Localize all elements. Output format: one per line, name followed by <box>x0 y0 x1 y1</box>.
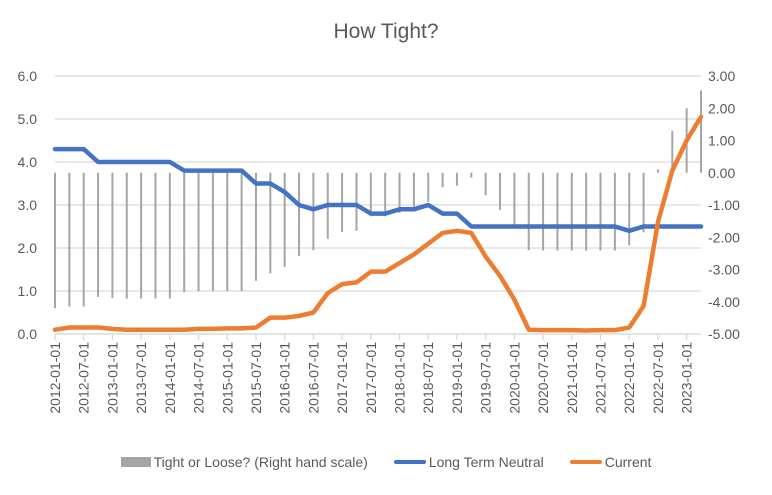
bar-tight-or-loose <box>125 172 128 299</box>
legend-label: Long Term Neutral <box>428 454 544 470</box>
bar-tight-or-loose <box>585 172 588 251</box>
x-tick-label: 2019-01-01 <box>449 342 465 414</box>
bar-tight-or-loose <box>700 90 702 173</box>
y-right-tick-label: -4.00 <box>708 294 740 310</box>
y-left-tick-label: 1.0 <box>18 283 38 299</box>
bar-tight-or-loose <box>240 172 243 292</box>
x-tick-label: 2020-07-01 <box>535 342 551 414</box>
legend-item-tight-or-loose: Tight or Loose? (Right hand scale) <box>120 454 368 470</box>
x-tick-label: 2017-07-01 <box>363 342 379 414</box>
x-tick-label: 2017-01-01 <box>334 342 350 414</box>
chart-title: How Tight? <box>333 20 439 43</box>
y-left-tick-label: 6.0 <box>18 68 38 84</box>
bar-tight-or-loose <box>298 172 301 256</box>
line-current <box>52 114 704 333</box>
bar-tight-or-loose <box>97 172 100 297</box>
bar-tight-or-loose <box>513 172 516 228</box>
line-long-term-neutral <box>52 146 704 234</box>
bar-tight-or-loose <box>226 172 229 292</box>
y-left-tick-label: 2.0 <box>18 240 38 256</box>
legend-item-current: Current <box>569 454 652 470</box>
x-tick-label: 2019-07-01 <box>478 342 494 414</box>
bar-tight-or-loose <box>355 172 358 231</box>
y-right-tick-label: 2.00 <box>708 100 735 116</box>
bar-tight-or-loose <box>556 172 559 251</box>
bar-tight-or-loose <box>527 172 530 251</box>
bar-tight-or-loose <box>197 172 200 292</box>
bar-tight-or-loose <box>628 172 631 246</box>
bar-tight-or-loose <box>499 172 502 210</box>
y-right-tick-label: -3.00 <box>708 262 740 278</box>
x-tick-label: 2023-01-01 <box>679 342 695 414</box>
bar-tight-or-loose <box>54 172 56 309</box>
bar-tight-or-loose <box>384 172 387 217</box>
x-tick-label: 2014-01-01 <box>162 342 178 414</box>
x-tick-label: 2014-07-01 <box>191 342 207 414</box>
bar-tight-or-loose <box>140 172 143 299</box>
bar-tight-or-loose <box>656 169 659 173</box>
legend-label: Current <box>604 454 652 470</box>
legend: Tight or Loose? (Right hand scale) Long … <box>0 454 772 470</box>
x-tick-label: 2012-07-01 <box>76 342 92 414</box>
bar-tight-or-loose <box>398 172 401 214</box>
bar-tight-or-loose <box>441 172 444 188</box>
bar-tight-or-loose <box>455 172 458 186</box>
x-tick-label: 2022-01-01 <box>621 342 637 414</box>
x-tick-label: 2016-07-01 <box>305 342 321 414</box>
bar-tight-or-loose <box>671 130 674 173</box>
bar-tight-or-loose <box>168 172 171 299</box>
y-right-tick-label: -2.00 <box>708 229 740 245</box>
legend-swatch-bar <box>120 457 151 467</box>
y-left-tick-label: 4.0 <box>18 154 38 170</box>
bar-tight-or-loose <box>642 172 645 233</box>
x-tick-label: 2015-01-01 <box>219 342 235 414</box>
x-tick-label: 2021-01-01 <box>564 342 580 414</box>
y-left-tick-label: 3.0 <box>18 197 38 213</box>
bar-tight-or-loose <box>484 172 487 196</box>
bar-tight-or-loose <box>412 172 415 207</box>
y-right-tick-label: 0.00 <box>708 165 735 181</box>
legend-swatch-line <box>393 460 426 464</box>
x-tick-label: 2013-01-01 <box>104 342 120 414</box>
bar-tight-or-loose <box>68 172 71 307</box>
legend-swatch-line <box>569 460 602 464</box>
bar-tight-or-loose <box>570 172 573 251</box>
y-left-tick-label: 0.0 <box>18 326 38 342</box>
legend-item-long-term-neutral: Long Term Neutral <box>393 454 544 470</box>
bar-tight-or-loose <box>283 172 286 267</box>
bar-tight-or-loose <box>470 172 473 178</box>
x-tick-label: 2020-01-01 <box>506 342 522 414</box>
y-left-tick-label: 5.0 <box>18 111 38 127</box>
bar-tight-or-loose <box>542 172 545 251</box>
bar-tight-or-loose <box>254 172 257 281</box>
y-right-tick-label: 3.00 <box>708 68 735 84</box>
x-tick-label: 2018-01-01 <box>392 342 408 414</box>
legend-label: Tight or Loose? (Right hand scale) <box>153 454 368 470</box>
bar-tight-or-loose <box>269 172 272 274</box>
x-tick-label: 2018-07-01 <box>420 342 436 414</box>
bar-tight-or-loose <box>599 172 602 251</box>
bar-tight-or-loose <box>427 172 430 202</box>
bar-tight-or-loose <box>613 172 616 251</box>
bar-tight-or-loose <box>111 172 114 298</box>
bar-tight-or-loose <box>211 172 214 292</box>
x-tick-label: 2015-07-01 <box>248 342 264 414</box>
x-tick-label: 2013-07-01 <box>133 342 149 414</box>
bar-tight-or-loose <box>369 172 372 217</box>
bar-tight-or-loose <box>154 172 157 299</box>
bar-tight-or-loose <box>82 172 85 307</box>
x-tick-label: 2022-07-01 <box>650 342 666 414</box>
x-tick-label: 2016-01-01 <box>277 342 293 414</box>
y-right-tick-label: 1.00 <box>708 133 735 149</box>
x-tick-label: 2012-01-01 <box>47 342 63 414</box>
y-right-tick-label: -1.00 <box>708 197 740 213</box>
bar-tight-or-loose <box>341 172 344 233</box>
x-tick-label: 2021-07-01 <box>593 342 609 414</box>
y-right-tick-label: -5.00 <box>708 326 740 342</box>
bar-tight-or-loose <box>183 172 186 293</box>
